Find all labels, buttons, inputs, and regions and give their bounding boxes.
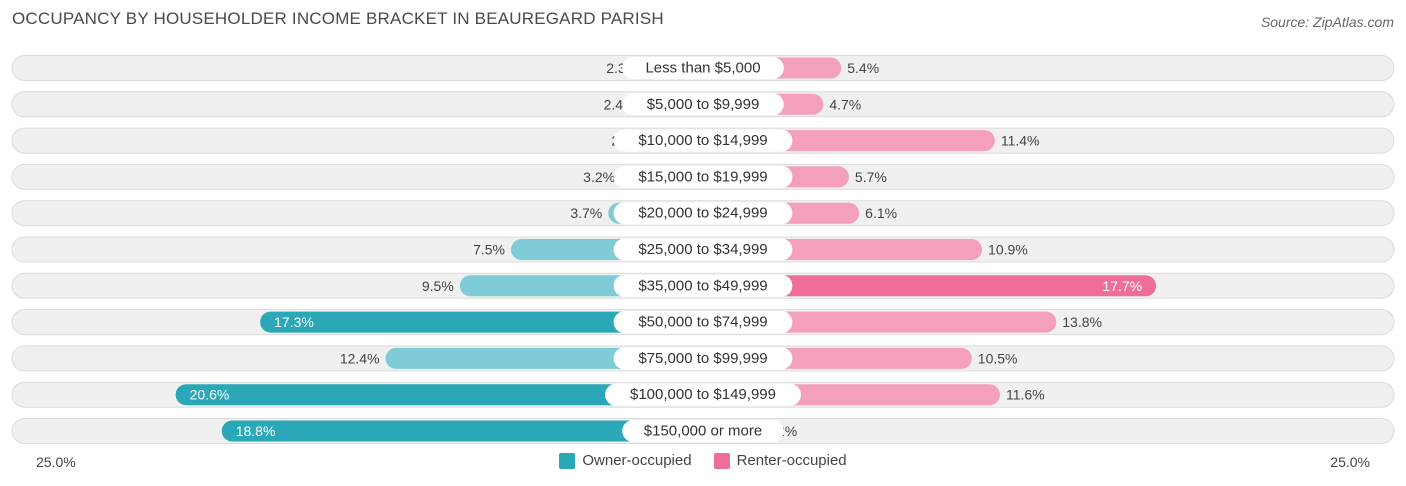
legend-owner-label: Owner-occupied	[582, 452, 692, 469]
renter-value-label: 13.8%	[1062, 314, 1102, 330]
legend-renter: Renter-occupied	[713, 452, 847, 469]
owner-value-label: 20.6%	[190, 387, 230, 403]
owner-value-label: 18.8%	[236, 423, 276, 439]
category-label: $20,000 to $24,999	[638, 205, 767, 222]
category-pill	[622, 57, 784, 79]
owner-value-label: 7.5%	[473, 242, 505, 258]
category-pill	[622, 93, 784, 116]
owner-bar	[221, 420, 703, 442]
category-pill	[613, 165, 793, 188]
category-pill	[613, 347, 793, 370]
renter-bar	[703, 275, 1157, 297]
category-pill	[622, 420, 784, 442]
renter-value-label: 4.7%	[829, 96, 861, 112]
category-label: $150,000 or more	[644, 423, 762, 440]
renter-value-label: 6.1%	[865, 205, 897, 221]
category-pill	[605, 383, 801, 406]
category-label: $100,000 to $149,999	[630, 386, 776, 403]
renter-value-label: 5.7%	[855, 169, 887, 185]
category-pill	[613, 274, 793, 297]
renter-value-label: 17.7%	[1102, 278, 1142, 294]
source-label: Source: ZipAtlas.com	[1260, 14, 1394, 30]
renter-value-label: 10.9%	[988, 242, 1028, 258]
renter-value-label: 10.5%	[978, 350, 1018, 366]
category-pill	[613, 202, 793, 225]
axis-right-label: 25.0%	[1330, 454, 1370, 470]
renter-value-label: 11.4%	[1001, 133, 1040, 149]
owner-bar	[260, 311, 703, 333]
legend-renter-label: Renter-occupied	[736, 452, 847, 469]
chart-title: OCCUPANCY BY HOUSEHOLDER INCOME BRACKET …	[12, 9, 664, 28]
owner-value-label: 17.3%	[274, 314, 314, 330]
owner-value-label: 3.7%	[570, 205, 602, 221]
legend: Owner-occupied Renter-occupied	[0, 452, 1406, 469]
category-label: $50,000 to $74,999	[638, 314, 767, 331]
category-label: $5,000 to $9,999	[647, 96, 760, 113]
renter-value-label: 5.4%	[847, 60, 879, 76]
legend-renter-swatch	[713, 452, 730, 469]
category-label: $25,000 to $34,999	[638, 241, 767, 258]
category-label: $10,000 to $14,999	[638, 132, 767, 149]
owner-value-label: 3.2%	[583, 169, 615, 185]
owner-value-label: 12.4%	[340, 350, 380, 366]
category-pill	[613, 238, 793, 261]
renter-bar	[703, 311, 1057, 333]
category-label: Less than $5,000	[645, 60, 760, 77]
category-label: $75,000 to $99,999	[638, 350, 767, 367]
renter-value-label: 11.6%	[1006, 387, 1045, 403]
axis-left-label: 25.0%	[36, 454, 76, 470]
category-label: $15,000 to $19,999	[638, 168, 767, 185]
legend-owner: Owner-occupied	[559, 452, 692, 469]
owner-bar	[175, 384, 703, 406]
owner-value-label: 9.5%	[422, 278, 454, 294]
category-label: $35,000 to $49,999	[638, 277, 767, 294]
category-pill	[613, 129, 793, 152]
legend-owner-swatch	[559, 452, 576, 469]
category-pill	[613, 311, 793, 334]
